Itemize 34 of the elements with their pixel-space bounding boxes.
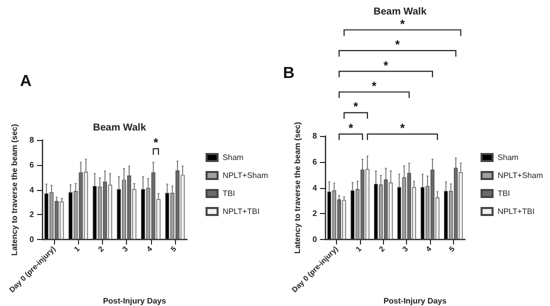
y-tick-label: 2 (312, 209, 318, 218)
y-tick-label: 8 (30, 136, 35, 144)
text: * (353, 100, 358, 114)
text: * (400, 121, 406, 136)
chart-title: Beam Walk (93, 122, 146, 134)
text: A (20, 73, 32, 90)
text: B (283, 65, 295, 82)
y-tick-label: 0 (30, 235, 35, 244)
y-tick-label: 4 (30, 185, 35, 194)
text: * (372, 79, 377, 93)
legend-label: TBI (222, 189, 236, 198)
annotation: * (154, 136, 159, 150)
legend-label: Sham (498, 153, 519, 162)
legend-label: NPLT+Sham (222, 171, 268, 180)
x-axis-title: Post-Injury Days (383, 296, 448, 306)
legend-label: NPLT+TBI (222, 207, 260, 216)
y-tick-label: 6 (312, 157, 318, 166)
legend-label: NPLT+TBI (498, 207, 535, 216)
text: * (395, 38, 400, 52)
text: * (400, 16, 406, 31)
y-axis-title: Latency to traverse the beam (sec) (293, 122, 302, 254)
legend-label: Sham (222, 153, 244, 162)
x-axis-title: Post-Injury Days (102, 296, 167, 306)
y-tick-label: 4 (312, 183, 318, 192)
y-tick-label: 2 (30, 210, 35, 220)
text: * (348, 121, 354, 136)
y-tick-label: 6 (30, 160, 35, 170)
legend-label: TBI (498, 189, 510, 198)
chart-title: Beam Walk (374, 6, 427, 18)
legend-label: NPLT+Sham (498, 171, 544, 180)
text: * (383, 58, 388, 72)
y-axis-title: Latency to traverse the beam (sec) (10, 124, 20, 256)
y-tick-label: 0 (312, 235, 318, 244)
y-tick-label: 8 (312, 132, 318, 140)
